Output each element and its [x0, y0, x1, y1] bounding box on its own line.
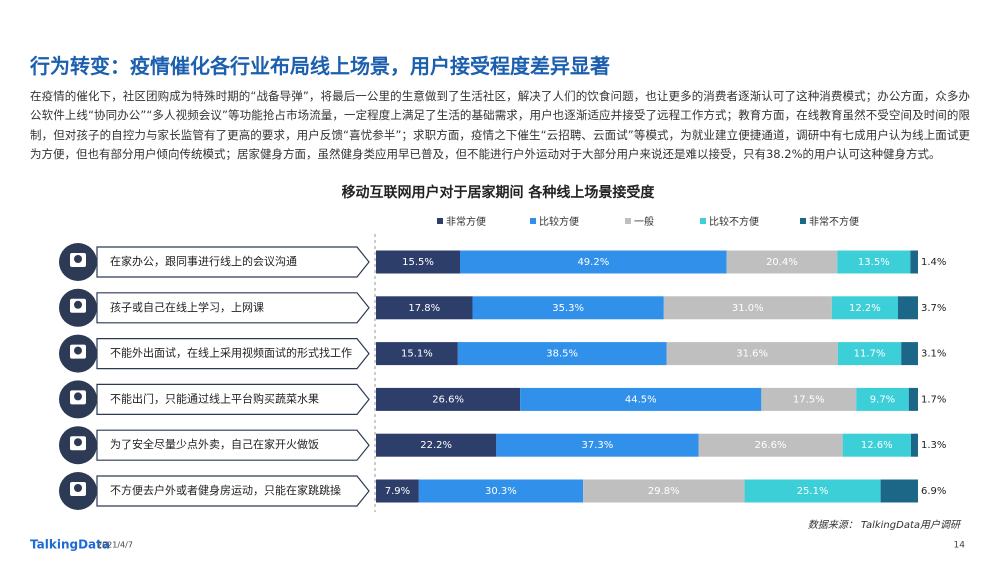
bar-segment	[457, 342, 667, 366]
icon-glyph	[74, 300, 82, 309]
bar-segment	[460, 250, 727, 274]
category-label: 为了安全尽量少点外卖，自己在家开火做饭	[110, 437, 319, 451]
callout	[96, 338, 370, 370]
icon-glyph	[74, 484, 82, 492]
value-label: 37.3%	[582, 440, 614, 451]
bar-segment	[831, 296, 898, 320]
value-label: 44.5%	[625, 394, 657, 405]
callout	[96, 383, 370, 415]
bar-segment	[496, 433, 699, 457]
legend-swatch	[700, 218, 706, 224]
value-label: 26.6%	[755, 440, 787, 451]
legend-label: 比较不方便	[709, 215, 759, 228]
value-label: 49.2%	[577, 257, 609, 268]
category-label: 孩子或自己在线上学习，上网课	[110, 300, 264, 314]
bar-segment	[666, 342, 838, 366]
value-label: 29.8%	[648, 486, 680, 497]
value-label: 3.1%	[921, 349, 946, 360]
value-label: 1.3%	[921, 440, 946, 451]
callout	[96, 292, 370, 324]
bar-segment	[837, 250, 911, 274]
page-number: 14	[954, 541, 966, 551]
value-label: 6.9%	[921, 486, 946, 497]
category-label: 不方便去户外或者健身房运动，只能在家跳跳操	[110, 483, 341, 497]
icon-glyph	[74, 438, 82, 447]
bar-segment	[837, 342, 902, 366]
bar-segment	[376, 250, 461, 274]
bar-segment	[901, 342, 918, 366]
bar-segment	[472, 296, 664, 320]
bar-segment	[376, 387, 521, 411]
value-label: 26.6%	[432, 394, 464, 405]
category-label: 不能出门，只能通过线上平台购买蔬菜水果	[110, 391, 319, 405]
bar-segment	[842, 433, 911, 457]
value-label: 22.2%	[420, 440, 452, 451]
icon-glyph	[74, 392, 82, 401]
bar-segment	[744, 479, 881, 503]
category-label: 在家办公，跟同事进行线上的会议沟通	[110, 254, 297, 268]
legend-label: 一般	[634, 215, 654, 228]
bar-segment	[663, 296, 832, 320]
icon-glyph	[74, 346, 82, 355]
callout	[96, 475, 370, 507]
legend-label: 比较方便	[539, 215, 579, 228]
bar-segment	[376, 433, 497, 457]
chart-title: 移动互联网用户对于居家期间 各种线上场景接受度	[342, 184, 656, 201]
description: 在疫情的催化下，社区团购成为特殊时期的“战备导弹”，将最后一公里的生意做到了生活…	[30, 89, 970, 161]
bar-segment	[897, 296, 918, 320]
value-label: 11.7%	[854, 349, 886, 360]
bar-segment	[910, 433, 918, 457]
bar-segment	[376, 296, 473, 320]
callout	[96, 429, 370, 461]
value-label: 17.5%	[793, 394, 825, 405]
value-label: 1.4%	[921, 257, 946, 268]
value-label: 35.3%	[552, 303, 584, 314]
value-label: 31.0%	[732, 303, 764, 314]
value-label: 38.5%	[546, 349, 578, 360]
value-label: 12.6%	[861, 440, 893, 451]
value-label: 30.3%	[485, 486, 517, 497]
legend-label: 非常不方便	[809, 215, 859, 228]
legend-swatch	[800, 218, 806, 224]
bar-segment	[908, 387, 918, 411]
bar-segment	[856, 387, 909, 411]
bar-segment	[761, 387, 857, 411]
value-label: 20.4%	[766, 257, 798, 268]
page-title: 行为转变：疫情催化各行业布局线上场景，用户接受程度差异显著	[30, 54, 610, 78]
value-label: 9.7%	[870, 394, 895, 405]
value-label: 1.7%	[921, 394, 946, 405]
value-label: 3.7%	[921, 303, 946, 314]
bar-segment	[520, 387, 762, 411]
legend-label: 非常方便	[446, 215, 486, 228]
callout	[96, 246, 370, 278]
legend-swatch	[530, 218, 536, 224]
value-label: 7.9%	[385, 486, 410, 497]
bar-segment	[880, 479, 918, 503]
bar-segment	[376, 342, 458, 366]
bar-segment	[910, 250, 918, 274]
bar-segment	[583, 479, 745, 503]
date: 2021/4/7	[97, 541, 133, 550]
category-label: 不能外出面试，在线上采用视频面试的形式找工作	[110, 346, 352, 360]
bar-segment	[726, 250, 838, 274]
value-label: 13.5%	[858, 257, 890, 268]
value-label: 31.6%	[736, 349, 768, 360]
source: 数据来源： TalkingData用户调研	[808, 519, 962, 531]
bar-segment	[376, 479, 419, 503]
bar-segment	[418, 479, 584, 503]
value-label: 15.1%	[401, 349, 433, 360]
bar-segment	[698, 433, 843, 457]
value-label: 25.1%	[797, 486, 829, 497]
legend-swatch	[437, 218, 443, 224]
value-label: 17.8%	[408, 303, 440, 314]
value-label: 12.2%	[849, 303, 881, 314]
icon-glyph	[74, 255, 82, 263]
logo: TalkingData	[30, 538, 110, 552]
value-label: 15.5%	[402, 257, 434, 268]
legend-swatch	[625, 218, 631, 224]
